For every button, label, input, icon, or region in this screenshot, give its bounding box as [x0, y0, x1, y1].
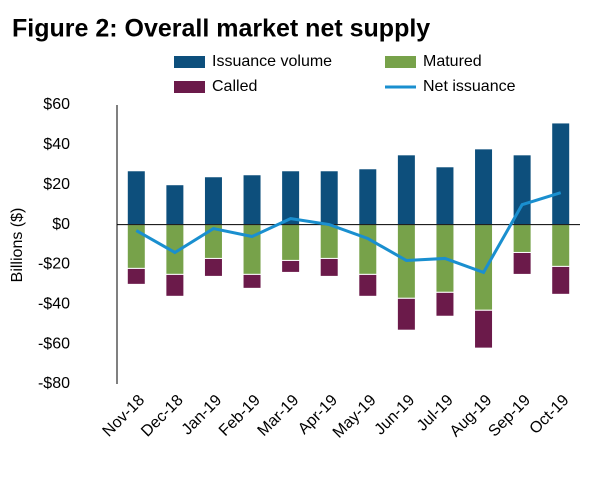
y-tick-label: $40	[43, 136, 70, 153]
bar	[512, 251, 532, 275]
x-tick-label: May-19	[330, 392, 380, 442]
bar	[512, 224, 532, 253]
legend-swatch	[174, 81, 205, 93]
bar	[242, 174, 262, 226]
x-tick-label: Nov-18	[100, 392, 149, 441]
bar	[358, 224, 378, 275]
bar	[551, 265, 571, 295]
bar	[319, 224, 339, 259]
bar	[126, 267, 146, 285]
bar	[319, 257, 339, 277]
net-line	[135, 191, 562, 275]
legend-label: Issuance volume	[212, 53, 332, 70]
y-tick-label: -$40	[38, 296, 70, 313]
x-tick-label: Jan-19	[179, 392, 226, 439]
bar	[396, 297, 416, 331]
bar	[551, 122, 571, 226]
legend-swatch	[174, 56, 205, 68]
bar	[358, 168, 378, 226]
x-tick-label: Dec-18	[138, 392, 187, 441]
bar	[242, 273, 262, 289]
x-tick-label: Oct-19	[527, 392, 573, 438]
x-tick-label: Aug-19	[447, 392, 496, 441]
bar	[281, 224, 301, 261]
bar	[474, 309, 494, 349]
x-tick-label: Feb-19	[216, 392, 264, 440]
bar	[165, 273, 185, 297]
y-tick-label: -$60	[38, 335, 70, 352]
y-tick-label: -$80	[38, 375, 70, 392]
bar	[126, 170, 146, 226]
x-tick-label: Sep-19	[485, 392, 534, 441]
bar	[203, 257, 223, 277]
bar	[319, 170, 339, 226]
y-axis-label: Billions ($)	[9, 208, 26, 283]
y-tick-label: -$20	[38, 256, 70, 273]
bar	[281, 170, 301, 226]
bar	[281, 259, 301, 273]
y-tick-label: $20	[43, 176, 70, 193]
bar	[358, 273, 378, 297]
bar	[203, 176, 223, 226]
bar	[396, 154, 416, 226]
legend-label: Called	[212, 78, 257, 95]
bar	[474, 224, 494, 311]
y-tick-label: $0	[52, 216, 70, 233]
legend-label: Net issuance	[423, 78, 516, 95]
bar	[474, 148, 494, 226]
bar	[435, 291, 455, 317]
bar	[435, 166, 455, 226]
x-tick-label: Mar-19	[255, 392, 303, 440]
y-tick-label: $60	[43, 96, 70, 113]
bar	[165, 184, 185, 226]
x-tick-label: Jun-19	[372, 392, 419, 439]
legend-swatch	[385, 56, 416, 68]
legend-label: Matured	[423, 53, 482, 70]
bar	[551, 224, 571, 267]
chart-title: Figure 2: Overall market net supply	[12, 15, 430, 43]
